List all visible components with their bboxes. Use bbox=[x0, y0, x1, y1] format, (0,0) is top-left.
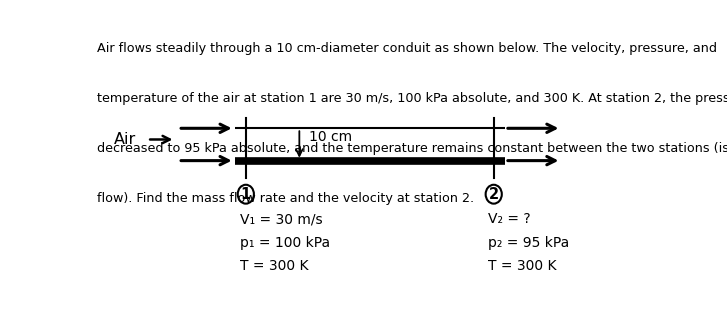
Text: p₁ = 100 kPa: p₁ = 100 kPa bbox=[240, 236, 330, 250]
Text: Air flows steadily through a 10 cm-diameter conduit as shown below. The velocity: Air flows steadily through a 10 cm-diame… bbox=[97, 43, 717, 56]
Text: T = 300 K: T = 300 K bbox=[240, 259, 309, 273]
Text: decreased to 95 kPa absolute, and the temperature remains constant between the t: decreased to 95 kPa absolute, and the te… bbox=[97, 142, 727, 155]
Text: 10 cm: 10 cm bbox=[310, 130, 353, 143]
Text: T = 300 K: T = 300 K bbox=[488, 259, 557, 273]
Text: p₂ = 95 kPa: p₂ = 95 kPa bbox=[488, 236, 569, 250]
Text: flow). Find the mass flow rate and the velocity at station 2.: flow). Find the mass flow rate and the v… bbox=[97, 192, 473, 205]
Text: 2: 2 bbox=[489, 187, 499, 202]
Text: temperature of the air at station 1 are 30 m/s, 100 kPa absolute, and 300 K. At : temperature of the air at station 1 are … bbox=[97, 92, 727, 105]
Text: 1: 1 bbox=[241, 187, 251, 202]
Text: Air: Air bbox=[113, 132, 136, 147]
Text: V₂ = ?: V₂ = ? bbox=[488, 212, 531, 226]
Text: V₁ = 30 m/s: V₁ = 30 m/s bbox=[240, 212, 323, 226]
